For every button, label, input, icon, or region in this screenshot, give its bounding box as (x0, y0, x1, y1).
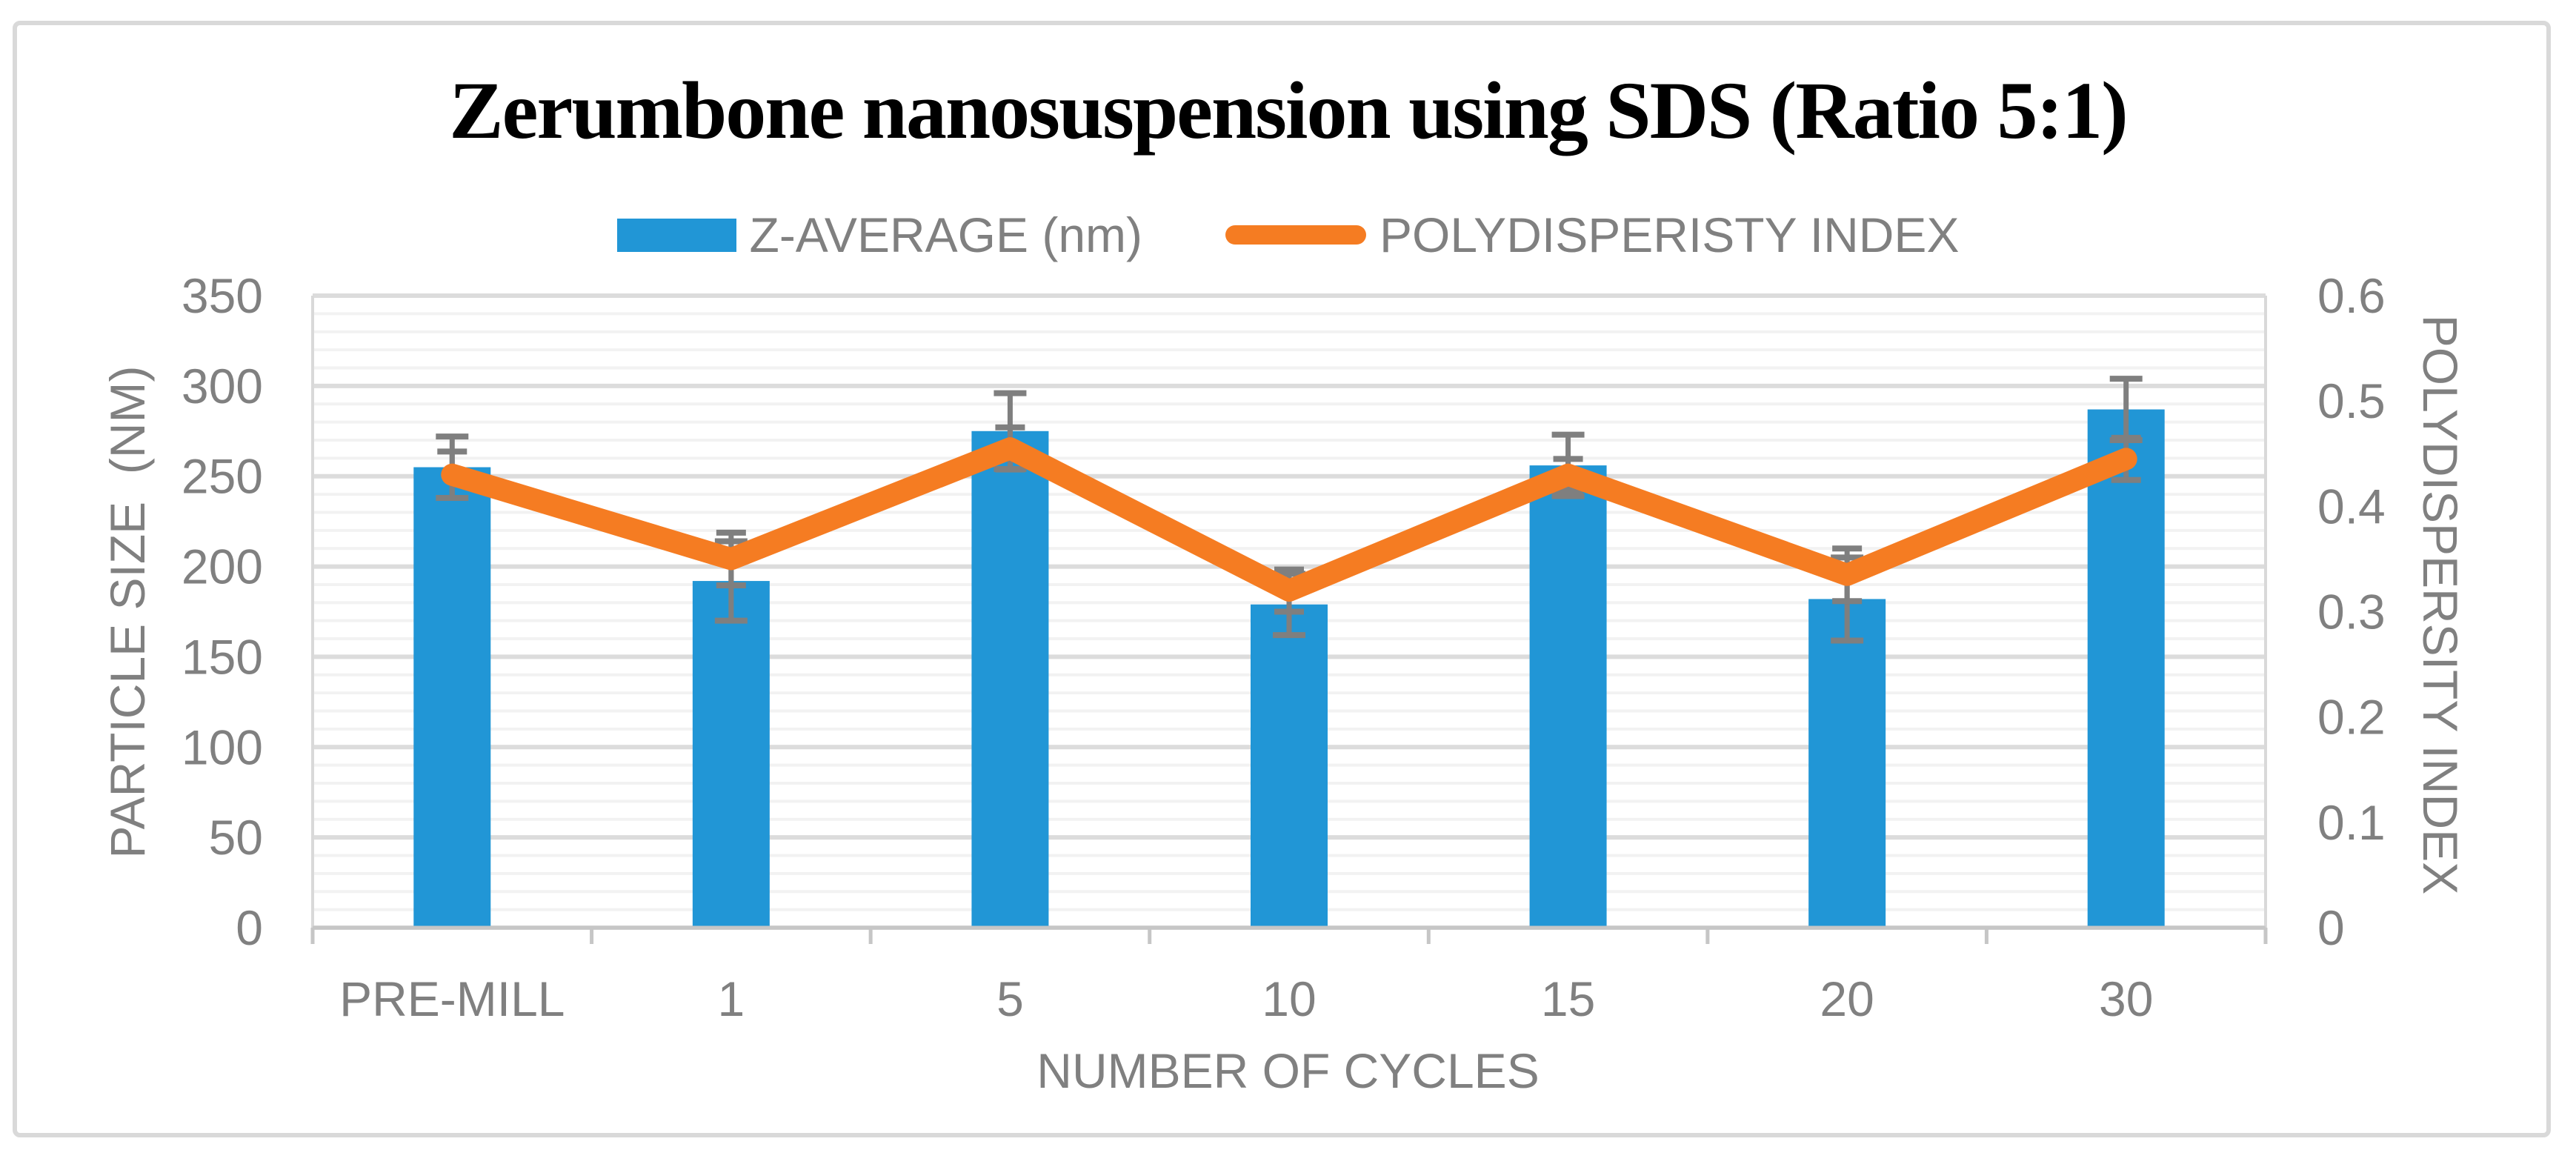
legend-item-z-average: Z-AVERAGE (nm) (616, 207, 1142, 262)
right-tick-label-0.3: 0.3 (2317, 585, 2386, 639)
x-category-label-PRE-MILL: PRE-MILL (339, 971, 565, 1026)
legend-label-z-average: Z-AVERAGE (nm) (749, 207, 1142, 262)
right-tick-label-0: 0 (2317, 900, 2345, 955)
line-swatch-icon (1225, 225, 1366, 245)
bar-PRE-MILL (413, 467, 491, 928)
left-tick-label-250: 250 (182, 449, 263, 504)
pdi-line (441, 437, 2137, 602)
legend: Z-AVERAGE (nm) POLYDISPERISTY INDEX (0, 210, 2576, 259)
right-tick-label-0.5: 0.5 (2317, 373, 2386, 428)
right-tick-label-0.1: 0.1 (2317, 795, 2386, 850)
left-tick-label-200: 200 (182, 539, 263, 594)
bar-20 (1808, 599, 1886, 928)
left-tick-label-300: 300 (182, 359, 263, 413)
bar-1 (692, 581, 770, 928)
chart-title: Zerumbone nanosuspension using SDS (Rati… (449, 65, 2128, 156)
x-category-label-5: 5 (996, 971, 1024, 1026)
right-tick-label-0.4: 0.4 (2317, 479, 2386, 534)
left-tick-label-150: 150 (182, 629, 263, 684)
bar-30 (2087, 409, 2165, 928)
legend-label-pdi: POLYDISPERISTY INDEX (1379, 207, 1960, 262)
x-axis-title: NUMBER OF CYCLES (1036, 1043, 1540, 1098)
legend-item-pdi: POLYDISPERISTY INDEX (1225, 210, 1959, 259)
x-category-label-20: 20 (1820, 971, 1874, 1026)
left-tick-label-0: 0 (236, 900, 263, 955)
right-tick-label-0.2: 0.2 (2317, 690, 2386, 745)
bar-5 (971, 431, 1049, 928)
right-tick-label-0.6: 0.6 (2317, 268, 2386, 323)
bar-10 (1251, 604, 1328, 928)
x-category-label-1: 1 (717, 971, 745, 1026)
bar-swatch-icon (616, 218, 736, 252)
x-category-label-30: 30 (2099, 971, 2153, 1026)
left-tick-label-350: 350 (182, 268, 263, 323)
x-category-label-10: 10 (1262, 971, 1316, 1026)
bar-15 (1529, 465, 1607, 928)
left-tick-label-100: 100 (182, 719, 263, 774)
x-category-label-15: 15 (1541, 971, 1595, 1026)
left-tick-label-50: 50 (209, 810, 263, 865)
